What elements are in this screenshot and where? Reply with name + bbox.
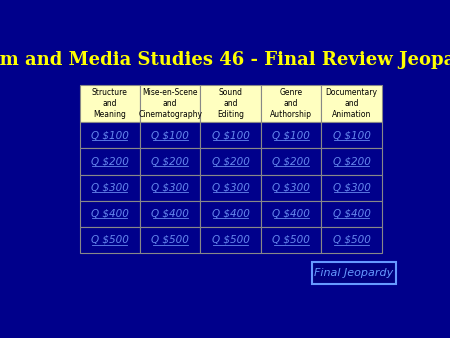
Bar — [200, 148, 261, 174]
Bar — [80, 148, 140, 174]
Bar — [200, 227, 261, 253]
Bar — [261, 148, 321, 174]
Bar — [140, 227, 200, 253]
Bar — [321, 85, 382, 122]
Text: Q $100: Q $100 — [151, 130, 189, 140]
Text: Q $500: Q $500 — [212, 235, 250, 245]
Bar — [80, 122, 140, 148]
Bar — [140, 148, 200, 174]
Text: Q $200: Q $200 — [91, 156, 129, 166]
Text: Q $200: Q $200 — [151, 156, 189, 166]
Text: Q $100: Q $100 — [91, 130, 129, 140]
Text: Q $400: Q $400 — [91, 209, 129, 219]
Text: Sound
and
Editing: Sound and Editing — [217, 88, 244, 119]
Bar — [80, 227, 140, 253]
Text: Final Jeopardy: Final Jeopardy — [314, 268, 393, 278]
Text: Q $100: Q $100 — [272, 130, 310, 140]
Text: Documentary
and
Animation: Documentary and Animation — [325, 88, 378, 119]
Bar — [140, 122, 200, 148]
Bar — [321, 227, 382, 253]
Bar — [261, 174, 321, 201]
Text: Q $100: Q $100 — [212, 130, 250, 140]
Text: Mise-en-Scene
and
Cinematography: Mise-en-Scene and Cinematography — [138, 88, 202, 119]
Bar — [200, 122, 261, 148]
Text: Q $500: Q $500 — [151, 235, 189, 245]
Bar — [261, 227, 321, 253]
Text: Q $500: Q $500 — [333, 235, 370, 245]
Bar — [140, 174, 200, 201]
Text: Q $400: Q $400 — [272, 209, 310, 219]
Text: Q $200: Q $200 — [333, 156, 370, 166]
Bar — [200, 174, 261, 201]
Bar — [321, 174, 382, 201]
Bar — [200, 201, 261, 227]
Bar — [80, 85, 140, 122]
FancyBboxPatch shape — [312, 262, 396, 284]
Text: Film and Media Studies 46 - Final Review Jeopardy: Film and Media Studies 46 - Final Review… — [0, 51, 450, 69]
Bar — [80, 201, 140, 227]
Text: Q $200: Q $200 — [272, 156, 310, 166]
Bar — [321, 148, 382, 174]
Bar — [261, 122, 321, 148]
Bar — [321, 122, 382, 148]
Text: Q $400: Q $400 — [212, 209, 250, 219]
Bar — [140, 85, 200, 122]
Bar — [80, 174, 140, 201]
Bar — [261, 85, 321, 122]
Text: Q $300: Q $300 — [212, 183, 250, 193]
Bar — [261, 201, 321, 227]
Text: Q $300: Q $300 — [151, 183, 189, 193]
Text: Q $300: Q $300 — [333, 183, 370, 193]
Text: Q $300: Q $300 — [272, 183, 310, 193]
Bar — [140, 201, 200, 227]
Text: Q $300: Q $300 — [91, 183, 129, 193]
Text: Q $100: Q $100 — [333, 130, 370, 140]
Text: Q $400: Q $400 — [151, 209, 189, 219]
Text: Q $500: Q $500 — [272, 235, 310, 245]
Bar — [200, 85, 261, 122]
Text: Q $200: Q $200 — [212, 156, 250, 166]
Text: Q $400: Q $400 — [333, 209, 370, 219]
Text: Q $500: Q $500 — [91, 235, 129, 245]
Bar — [321, 201, 382, 227]
Text: Genre
and
Authorship: Genre and Authorship — [270, 88, 312, 119]
Text: Structure
and
Meaning: Structure and Meaning — [92, 88, 128, 119]
